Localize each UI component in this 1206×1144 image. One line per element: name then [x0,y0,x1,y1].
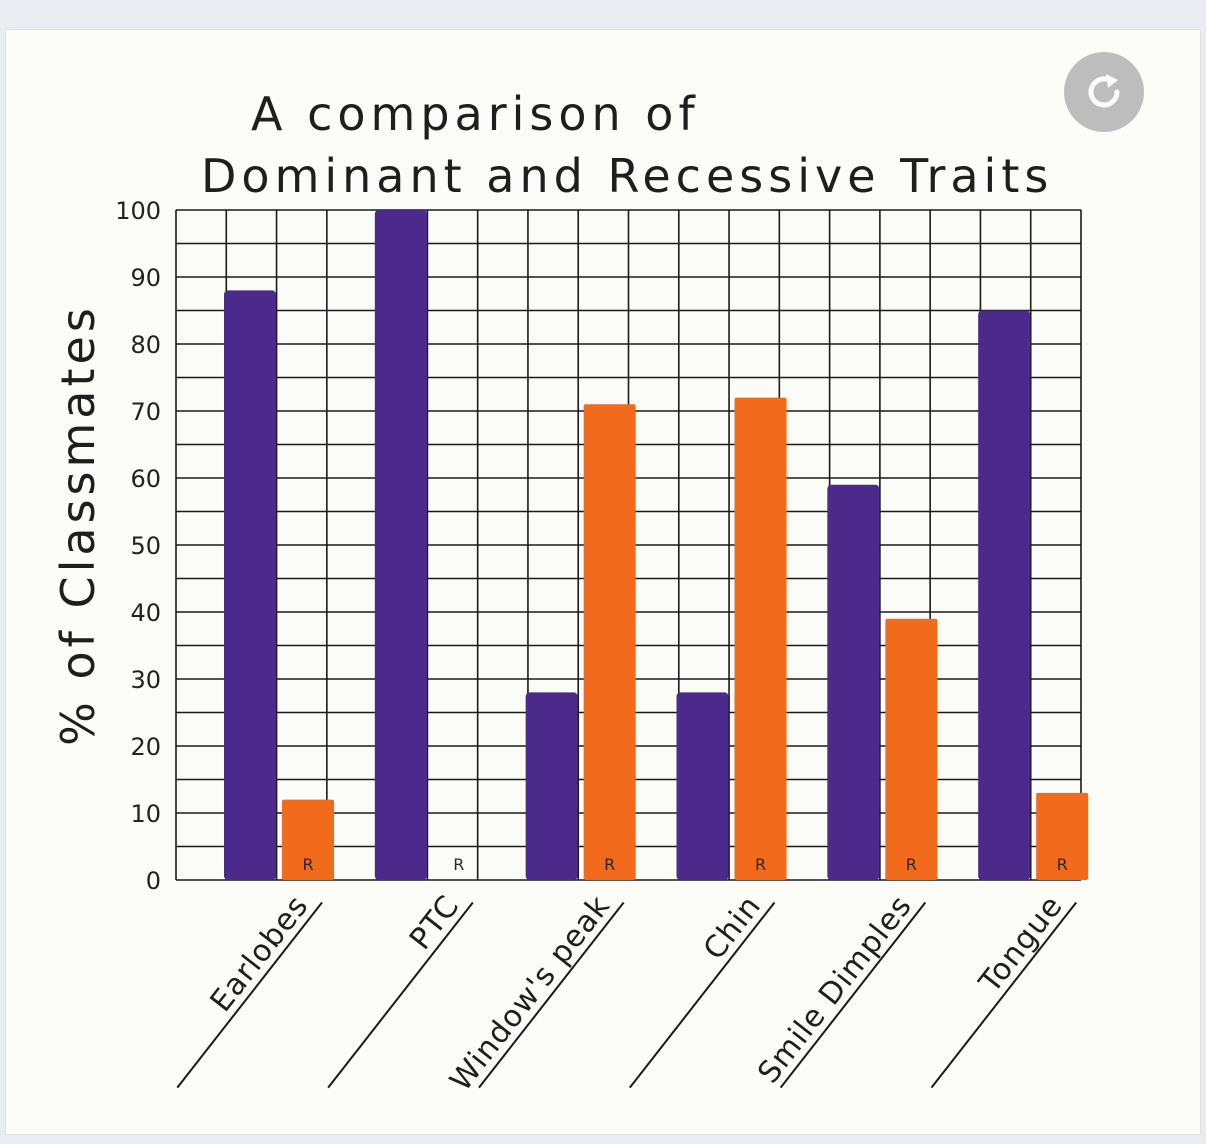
y-tick-label: 40 [130,599,161,627]
y-axis-label: % of Classmates [51,304,105,746]
bar-recessive [583,404,636,880]
y-tick-label: 70 [130,398,161,426]
category-label-group: Window's peak [443,889,625,1098]
bar-recessive [734,397,787,880]
y-tick-labels: 0 10 20 30 40 50 60 70 80 90 100 [115,197,161,895]
category-underline [176,901,323,1089]
bar-recessive [282,799,334,880]
bar-dominant [676,692,729,880]
category-label: Tongue [972,889,1070,1000]
category-label-group: Chin [629,889,776,1089]
category-underline [930,901,1077,1089]
y-tick-label: 20 [130,733,161,761]
bar-dominant [827,484,880,880]
bar-dominant [374,210,427,880]
bar-recessive [1036,792,1089,880]
reload-button[interactable] [1064,52,1144,132]
chart-title-line-1: A comparison of [251,87,700,141]
category-underline [478,901,625,1089]
category-underline [779,901,927,1089]
category-underline [629,901,776,1089]
recessive-marker-label: R [453,855,464,874]
reload-icon [1088,74,1120,108]
y-tick-label: 80 [130,331,161,359]
y-tick-label: 100 [115,197,161,225]
category-label: Chin [697,889,768,967]
paper-sheet: A comparison of Dominant and Recessive T… [6,30,1200,1134]
recessive-marker-label: R [755,855,766,874]
bar-chart: A comparison of Dominant and Recessive T… [51,87,1089,1098]
recessive-marker-label: R [906,855,917,874]
recessive-marker-label: R [302,855,313,874]
y-tick-label: 60 [130,465,161,493]
category-label-group: Smile Dimples [751,889,927,1090]
category-label: Earlobes [204,889,316,1019]
recessive-marker-label: R [604,855,615,874]
bar-dominant [224,290,276,880]
recessive-marker-label: R [1057,855,1068,874]
category-label: Window's peak [443,889,617,1098]
category-label-group: Earlobes [176,889,323,1089]
y-tick-label: 30 [130,666,161,694]
bar-dominant [525,692,578,880]
category-label-group: PTC [327,889,474,1089]
category-underline [327,901,474,1089]
chart-title-line-2: Dominant and Recessive Traits [201,149,1053,203]
y-tick-label: 90 [130,264,161,292]
y-tick-label: 50 [130,532,161,560]
bar-recessive [885,618,938,880]
y-tick-label: 10 [130,800,161,828]
category-label-group: Tongue [930,889,1077,1089]
category-label: Smile Dimples [751,889,919,1090]
y-tick-label: 0 [146,867,161,895]
bar-dominant [978,310,1031,880]
